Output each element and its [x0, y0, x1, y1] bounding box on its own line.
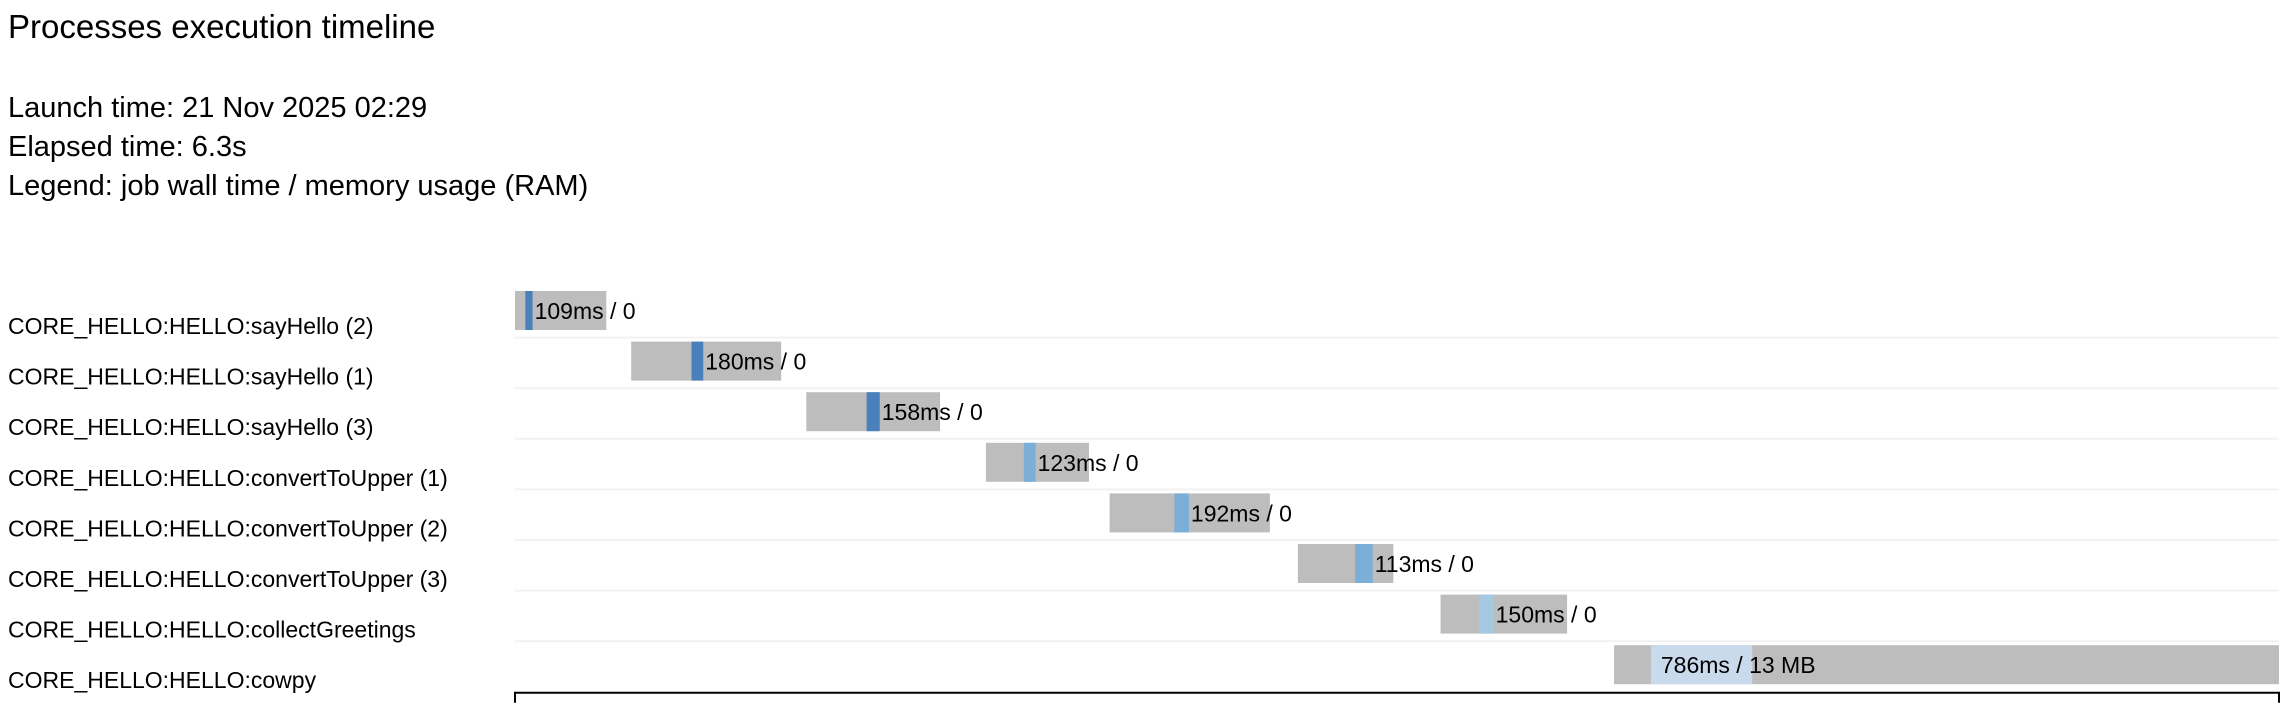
process-name: CORE_HELLO:HELLO:cowpy [8, 667, 317, 693]
task-run-bar [525, 291, 533, 330]
elapsed-time: Elapsed time: 6.3s [8, 131, 247, 163]
task-wall-bar [1297, 544, 1394, 583]
task-run-bar [1023, 442, 1036, 482]
task-wall-bar [1109, 493, 1270, 533]
process-name: CORE_HELLO:HELLO:sayHello (2) [8, 313, 374, 339]
task-duration-label: 113ms / 0 [1375, 551, 1474, 577]
legend-text: Legend: job wall time / memory usage (RA… [8, 170, 589, 202]
task-duration-label: 192ms / 0 [1191, 500, 1292, 526]
process-name: CORE_HELLO:HELLO:sayHello (3) [8, 414, 374, 440]
launch-time: Launch time: 21 Nov 2025 02:29 [8, 92, 428, 124]
process-name: CORE_HELLO:HELLO:sayHello (1) [8, 364, 374, 390]
task-duration-label: 786ms / 13 MB [1661, 652, 1816, 678]
task-wall-bar [1440, 594, 1568, 634]
page-title: Processes execution timeline [8, 8, 436, 45]
process-name: CORE_HELLO:HELLO:convertToUpper (2) [8, 515, 448, 541]
time-axis [514, 691, 2280, 703]
task-run-bar [691, 341, 704, 381]
task-wall-bar [985, 442, 1089, 482]
task-run-bar [1478, 594, 1494, 634]
task-run-bar [1174, 493, 1189, 533]
task-duration-label: 158ms / 0 [882, 399, 983, 425]
process-name: CORE_HELLO:HELLO:collectGreetings [8, 617, 416, 643]
process-name: CORE_HELLO:HELLO:convertToUpper (1) [8, 465, 448, 491]
task-wall-bar [631, 341, 782, 381]
task-run-bar [1355, 544, 1373, 583]
task-duration-label: 150ms / 0 [1496, 602, 1597, 628]
task-run-bar [1650, 645, 1753, 685]
task-duration-label: 109ms / 0 [535, 298, 636, 324]
task-duration-label: 180ms / 0 [705, 349, 806, 375]
task-run-bar [866, 392, 880, 432]
process-name: CORE_HELLO:HELLO:convertToUpper (3) [8, 566, 448, 592]
task-duration-label: 123ms / 0 [1038, 450, 1139, 476]
